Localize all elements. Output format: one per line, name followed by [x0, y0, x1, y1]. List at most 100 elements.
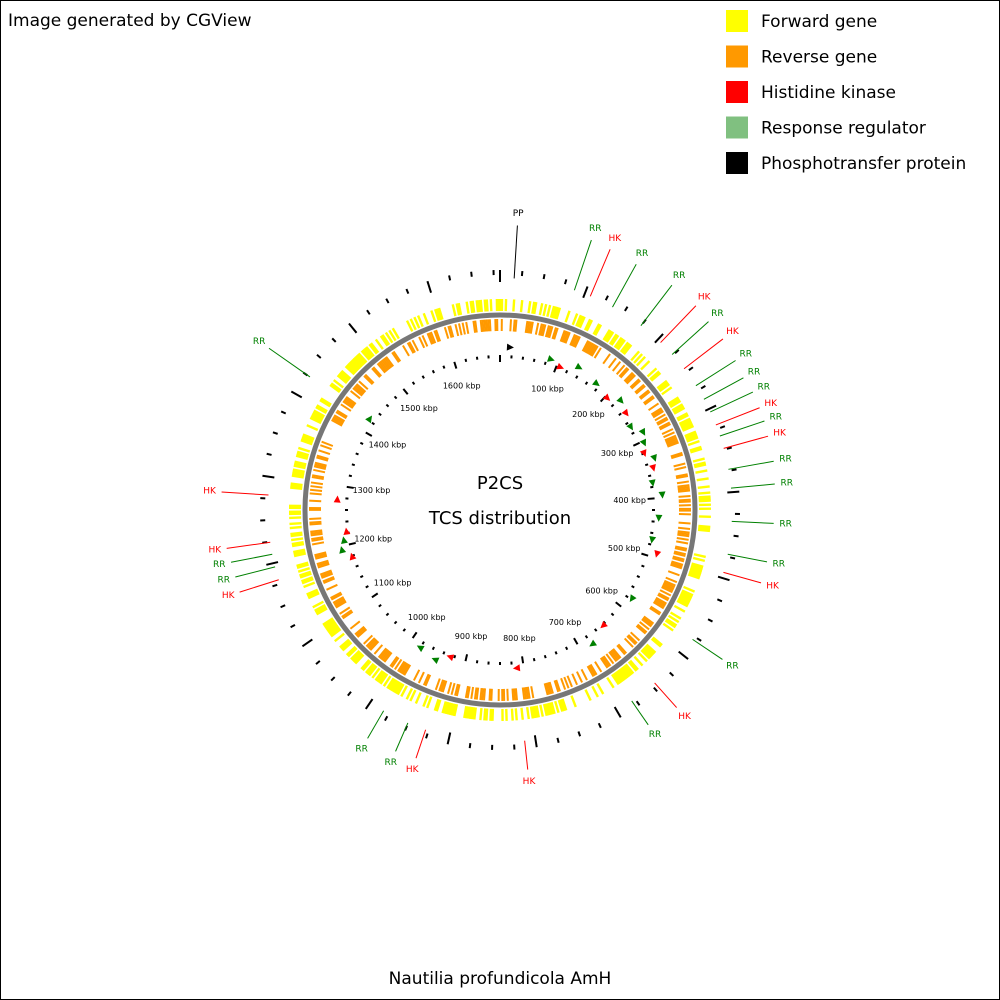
- forward-gene: [371, 667, 381, 679]
- reverse-gene: [644, 396, 655, 406]
- feature-label: RR: [355, 744, 368, 754]
- forward-gene: [338, 372, 349, 383]
- reverse-gene: [311, 537, 324, 542]
- reverse-gene: [583, 340, 591, 353]
- reverse-gene: [350, 390, 361, 400]
- forward-gene: [293, 462, 307, 468]
- reverse-gene: [658, 592, 670, 600]
- forward-gene: [453, 704, 459, 717]
- reverse-gene: [649, 607, 661, 616]
- forward-gene: [570, 695, 577, 708]
- reverse-gene: [677, 531, 690, 536]
- inner-tick: [644, 463, 649, 467]
- forward-gene: [640, 360, 651, 371]
- reverse-gene: [574, 336, 581, 348]
- forward-gene: [340, 640, 352, 650]
- forward-gene: [483, 299, 487, 312]
- forward-gene: [693, 553, 706, 559]
- inner-tick: [565, 646, 569, 651]
- feature-label: RR: [780, 478, 793, 488]
- reverse-gene: [310, 531, 323, 535]
- forward-gene: [683, 585, 696, 593]
- reverse-gene: [315, 554, 328, 560]
- kbp-label: 1400 kbp: [369, 441, 407, 450]
- kbp-label: 100 kbp: [531, 384, 564, 393]
- legend-swatch: [726, 116, 748, 139]
- forward-gene: [340, 369, 352, 380]
- inner-tick: [385, 612, 390, 617]
- reverse-gene: [434, 678, 441, 691]
- reverse-gene: [561, 330, 568, 343]
- reverse-gene: [461, 322, 466, 335]
- outer-tick: [700, 384, 706, 390]
- reverse-gene: [650, 605, 662, 614]
- reverse-gene: [652, 601, 665, 610]
- forward-gene: [692, 457, 705, 463]
- reverse-gene: [428, 332, 435, 345]
- inner-tick: [453, 654, 457, 659]
- feature-label: RR: [757, 383, 770, 393]
- forward-gene: [291, 540, 304, 546]
- reverse-gene: [562, 331, 570, 344]
- forward-gene: [606, 677, 615, 689]
- forward-gene: [668, 398, 681, 407]
- forward-gene: [306, 588, 319, 596]
- reverse-gene: [481, 688, 485, 701]
- forward-gene: [531, 301, 536, 314]
- outer-tick: [653, 686, 658, 693]
- feature-label: RR: [636, 249, 649, 259]
- forward-gene: [673, 604, 686, 613]
- forward-gene: [679, 419, 692, 427]
- forward-gene: [360, 659, 371, 670]
- forward-gene: [379, 673, 389, 685]
- reverse-gene: [570, 334, 578, 347]
- feature-marker: [649, 535, 657, 544]
- forward-gene: [542, 703, 548, 717]
- forward-gene: [623, 664, 633, 676]
- forward-gene: [311, 413, 324, 421]
- outer-tick: [266, 452, 272, 456]
- feature-leader: [268, 347, 311, 378]
- reverse-gene: [311, 541, 325, 546]
- reverse-gene: [661, 428, 674, 435]
- feature-leader: [719, 420, 765, 437]
- reverse-gene: [655, 596, 667, 605]
- forward-gene: [698, 526, 711, 531]
- inner-tick: [631, 431, 635, 435]
- inner-tick: [615, 601, 622, 608]
- forward-gene: [578, 316, 586, 329]
- reverse-gene: [314, 553, 327, 558]
- reverse-gene: [602, 353, 611, 365]
- forward-gene: [313, 409, 326, 418]
- reverse-gene: [616, 644, 626, 656]
- legend-swatch: [726, 152, 748, 174]
- reverse-gene: [321, 440, 334, 447]
- outer-tick: [635, 700, 641, 706]
- forward-gene: [290, 486, 303, 491]
- reverse-gene: [566, 675, 573, 688]
- forward-gene: [409, 689, 417, 702]
- reverse-gene: [674, 547, 687, 552]
- inner-tick: [593, 388, 598, 392]
- forward-gene: [616, 339, 626, 351]
- reverse-gene: [326, 583, 338, 591]
- forward-gene: [676, 599, 689, 608]
- outer-tick: [716, 598, 723, 603]
- reverse-gene: [487, 319, 490, 332]
- legend-swatch: [726, 10, 748, 32]
- outer-tick: [405, 288, 410, 294]
- reverse-gene: [547, 682, 553, 695]
- reverse-gene: [343, 398, 355, 408]
- reverse-gene: [309, 488, 323, 492]
- reverse-gene: [656, 418, 669, 426]
- reverse-gene: [662, 583, 675, 590]
- feature-marker: [349, 552, 357, 561]
- reverse-gene: [333, 597, 345, 606]
- reverse-gene: [548, 326, 554, 339]
- reverse-gene: [599, 657, 609, 669]
- feature-label: RR: [773, 560, 786, 570]
- forward-gene: [687, 439, 700, 447]
- reverse-gene: [675, 475, 689, 480]
- reverse-gene: [309, 492, 322, 496]
- forward-gene: [291, 472, 305, 477]
